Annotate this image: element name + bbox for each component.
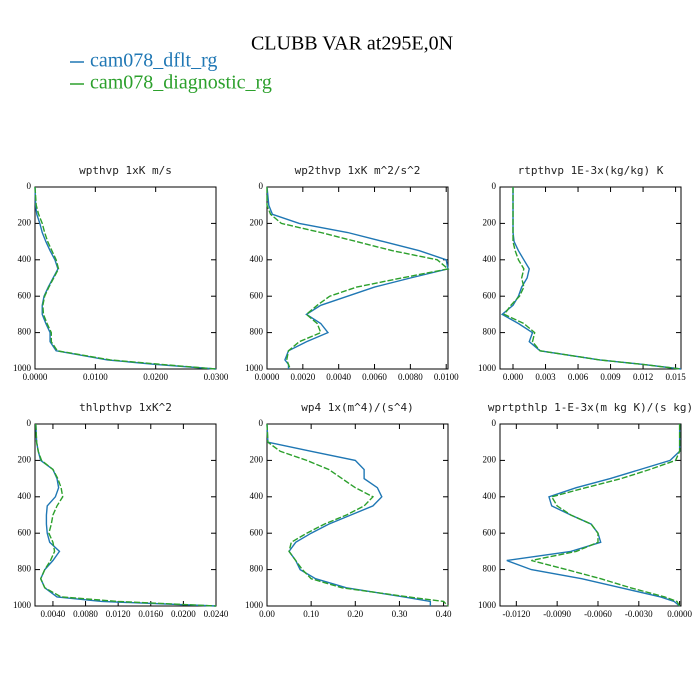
y-tick-label: 800 bbox=[483, 327, 497, 337]
y-tick-label: 0 bbox=[259, 181, 264, 191]
y-tick-label: 200 bbox=[250, 454, 264, 464]
y-tick-label: 600 bbox=[18, 290, 32, 300]
y-tick-label: 600 bbox=[250, 290, 264, 300]
y-tick-label: 800 bbox=[18, 564, 32, 574]
x-tick-label: 0.0100 bbox=[434, 372, 459, 382]
y-tick-label: 1000 bbox=[245, 600, 264, 610]
x-tick-label: 0.0080 bbox=[73, 609, 98, 619]
y-tick-label: 200 bbox=[483, 217, 497, 227]
x-tick-label: -0.0120 bbox=[502, 609, 530, 619]
x-tick-label: 0.000 bbox=[503, 372, 524, 382]
y-tick-label: 800 bbox=[18, 327, 32, 337]
y-tick-label: 400 bbox=[483, 254, 497, 264]
x-tick-label: 0.0300 bbox=[204, 372, 229, 382]
x-tick-label: 0.009 bbox=[600, 372, 621, 382]
y-tick-label: 200 bbox=[18, 217, 32, 227]
profile-line bbox=[503, 187, 682, 370]
y-tick-label: 400 bbox=[483, 491, 497, 501]
x-tick-label: 0.20 bbox=[347, 609, 363, 619]
x-tick-label: 0.0040 bbox=[326, 372, 351, 382]
y-tick-label: 200 bbox=[18, 454, 32, 464]
plot-frame bbox=[266, 423, 449, 607]
profile-line bbox=[266, 423, 449, 607]
profile-line bbox=[506, 424, 681, 607]
profile-line bbox=[35, 423, 217, 607]
profile-line bbox=[531, 424, 681, 607]
plot-frame bbox=[266, 186, 449, 370]
x-tick-label: 0.0080 bbox=[398, 372, 423, 382]
y-tick-label: 800 bbox=[250, 564, 264, 574]
panel-title: wpthvp 1xK m/s bbox=[79, 164, 172, 177]
y-tick-label: 400 bbox=[250, 491, 264, 501]
y-tick-label: 0 bbox=[27, 418, 32, 428]
y-tick-label: 0 bbox=[492, 181, 497, 191]
x-tick-label: -0.0060 bbox=[584, 609, 612, 619]
panel-title: wp2thvp 1xK m^2/s^2 bbox=[295, 164, 421, 177]
y-tick-label: 600 bbox=[483, 527, 497, 537]
y-tick-label: 1000 bbox=[13, 363, 32, 373]
x-tick-label: -0.0090 bbox=[543, 609, 571, 619]
profile-line bbox=[266, 187, 450, 370]
y-tick-label: 0 bbox=[27, 181, 32, 191]
y-tick-label: 800 bbox=[483, 564, 497, 574]
x-tick-label: -0.0030 bbox=[625, 609, 653, 619]
panel-title: wprtpthlp 1-E-3x(m kg K)/(s kg) bbox=[488, 401, 693, 414]
x-tick-label: 0.0000 bbox=[667, 609, 692, 619]
x-tick-label: 0.0160 bbox=[138, 609, 163, 619]
panel-title: thlpthvp 1xK^2 bbox=[79, 401, 172, 414]
y-tick-label: 0 bbox=[259, 418, 264, 428]
profile-line bbox=[266, 423, 432, 606]
x-tick-label: 0.0000 bbox=[23, 372, 48, 382]
y-tick-label: 1000 bbox=[478, 600, 497, 610]
plot-frame bbox=[499, 186, 682, 370]
x-tick-label: 0.0200 bbox=[143, 372, 168, 382]
y-tick-label: 800 bbox=[250, 327, 264, 337]
profile-line bbox=[34, 186, 217, 370]
x-tick-label: 0.006 bbox=[568, 372, 589, 382]
panel-title: wp4 1x(m^4)/(s^4) bbox=[301, 401, 414, 414]
y-tick-label: 200 bbox=[250, 217, 264, 227]
y-tick-label: 400 bbox=[18, 491, 32, 501]
figure-title: CLUBB VAR at295E,0N bbox=[251, 33, 453, 55]
profile-line bbox=[35, 423, 217, 607]
x-tick-label: 0.015 bbox=[665, 372, 686, 382]
legend-label: cam078_dflt_rg bbox=[90, 50, 217, 72]
x-tick-label: 0.0100 bbox=[83, 372, 108, 382]
y-tick-label: 400 bbox=[18, 254, 32, 264]
plot-frame bbox=[34, 186, 217, 370]
plot-frame bbox=[34, 423, 217, 607]
x-tick-label: 0.003 bbox=[535, 372, 556, 382]
x-tick-label: 0.0040 bbox=[41, 609, 66, 619]
y-tick-label: 600 bbox=[18, 527, 32, 537]
legend-label: cam078_diagnostic_rg bbox=[90, 72, 272, 94]
x-tick-label: 0.012 bbox=[633, 372, 653, 382]
y-tick-label: 400 bbox=[250, 254, 264, 264]
y-tick-label: 1000 bbox=[478, 363, 497, 373]
plot-frame bbox=[499, 423, 682, 607]
x-tick-label: 0.0020 bbox=[290, 372, 315, 382]
x-tick-label: 0.0120 bbox=[106, 609, 131, 619]
y-tick-label: 600 bbox=[483, 290, 497, 300]
x-tick-label: 0.40 bbox=[436, 609, 452, 619]
y-tick-label: 200 bbox=[483, 454, 497, 464]
x-tick-label: 0.0240 bbox=[204, 609, 229, 619]
y-tick-label: 1000 bbox=[13, 600, 32, 610]
y-tick-label: 0 bbox=[492, 418, 497, 428]
x-tick-label: 0.0000 bbox=[255, 372, 280, 382]
x-tick-label: 0.30 bbox=[392, 609, 408, 619]
profile-line bbox=[266, 186, 449, 369]
panel-title: rtpthvp 1E-3x(kg/kg) K bbox=[518, 164, 664, 177]
y-tick-label: 1000 bbox=[245, 363, 264, 373]
x-tick-label: 0.10 bbox=[303, 609, 319, 619]
profile-line bbox=[500, 187, 682, 370]
profile-line bbox=[34, 186, 217, 370]
x-tick-label: 0.0200 bbox=[171, 609, 196, 619]
x-tick-label: 0.00 bbox=[259, 609, 275, 619]
x-tick-label: 0.0060 bbox=[362, 372, 387, 382]
y-tick-label: 600 bbox=[250, 527, 264, 537]
